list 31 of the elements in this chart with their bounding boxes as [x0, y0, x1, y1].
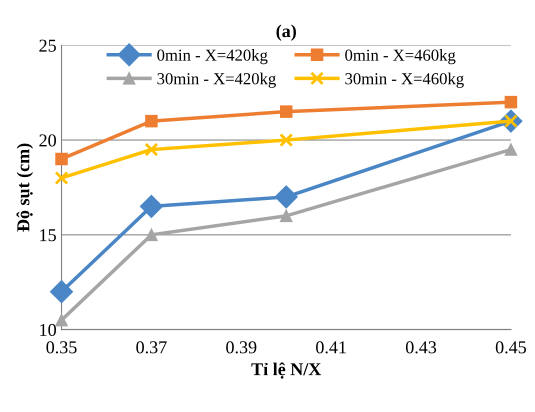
point	[504, 96, 518, 108]
x-tick-label: 0.45	[496, 341, 526, 354]
point	[279, 133, 294, 148]
point	[280, 105, 292, 118]
x-tick-label: 0.39	[226, 341, 256, 354]
point	[145, 114, 158, 128]
point	[280, 210, 292, 222]
y-tick-label: 15	[40, 229, 56, 242]
x-tick-label: 0.41	[316, 341, 346, 354]
point	[145, 228, 158, 242]
legend-label: 30min - X=460kg	[345, 72, 464, 88]
point	[50, 280, 74, 304]
legend-label: 0min - X=420kg	[157, 49, 268, 64]
point	[55, 314, 68, 326]
legend-label: 0min - X=460kg	[345, 49, 456, 64]
point	[504, 143, 518, 156]
point	[140, 194, 163, 218]
x-axis-title: Tỉ lệ N/X	[251, 362, 322, 379]
y-axis-title: Độ sụt (cm)	[16, 144, 34, 232]
legend-label: 30min - X=420kg	[157, 72, 276, 88]
point	[274, 185, 298, 208]
x-tick-label: 0.43	[406, 341, 436, 354]
point	[54, 171, 68, 185]
point	[55, 152, 68, 166]
y-tick-label: 25	[39, 40, 56, 52]
chart-title: (a)	[276, 24, 296, 41]
y-tick-label: 10	[40, 324, 56, 336]
point	[144, 142, 158, 156]
y-tick-label: 20	[39, 134, 56, 147]
x-tick-label: 0.35	[46, 341, 77, 354]
x-tick-label: 0.37	[136, 341, 167, 354]
